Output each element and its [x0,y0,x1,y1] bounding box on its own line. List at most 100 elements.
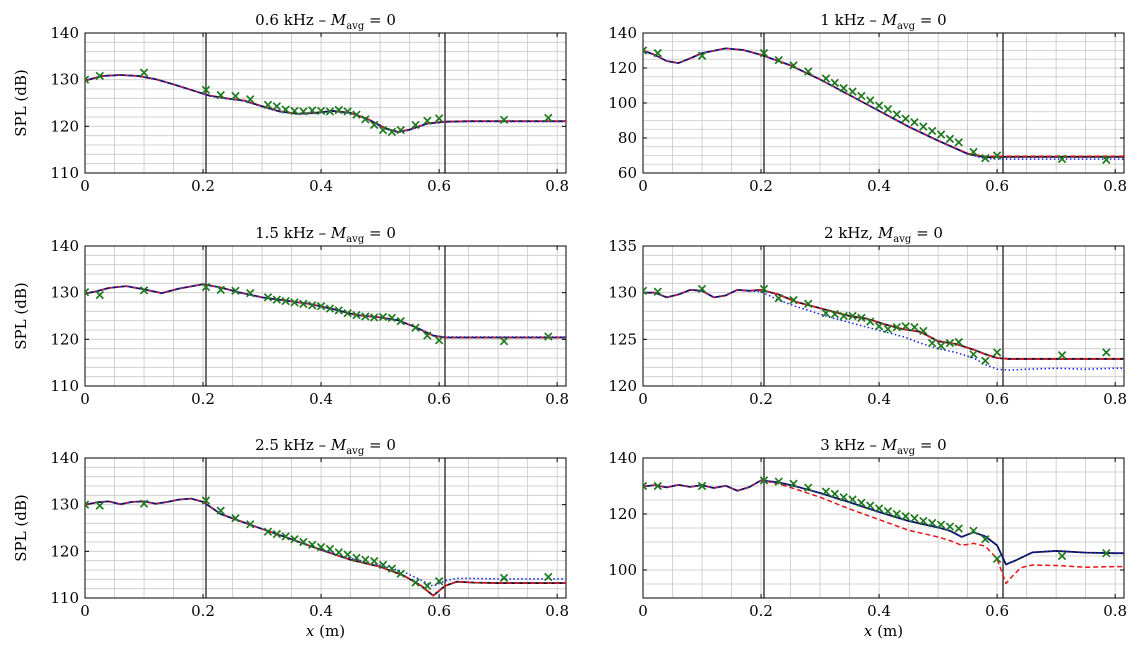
series-line-blue-dotted [85,497,566,588]
y-tick-label: 110 [50,589,79,607]
data-marker [308,540,317,550]
x-tick-label: 0 [638,390,648,408]
data-marker [434,114,444,123]
grid [84,32,566,174]
data-marker [919,516,928,526]
data-marker [936,520,946,529]
data-marker [992,348,1002,357]
data-marker [910,118,919,127]
data-marker [85,500,90,509]
data-marker [1102,348,1111,357]
data-marker [308,301,317,310]
data-marker [246,520,255,529]
data-marker [434,336,444,345]
data-marker [299,537,308,547]
grid [642,32,1124,174]
data-marker [216,90,225,100]
data-marker [378,125,388,135]
data-marker [334,105,343,115]
data-marker [343,308,352,318]
x-tick-label: 0 [80,602,90,620]
x-tick-label: 0.2 [191,390,215,408]
y-tick-label: 140 [608,24,637,42]
data-marker [910,322,919,332]
x-tick-label: 0.8 [545,177,569,195]
panel-4: 0 0.2 0.4 0.6 0.8 120 125 130 135 2 kHz, Mavg = 0 [608,224,1127,408]
panel-1: 0 0.2 0.4 0.6 0.8 110 120 130 140 0.6 kHz – Mavg … [12,11,569,195]
data-marker [361,555,370,564]
data-marker [954,524,963,533]
data-marker [272,102,282,111]
data-marker [231,286,240,296]
grid [84,245,566,387]
panel-title: 2 kHz, Mavg = 0 [824,224,943,245]
data-marker [139,499,149,508]
data-marker [201,282,211,292]
data-marker [789,61,798,70]
y-axis-label: SPL (dB) [12,282,30,349]
data-marker [839,311,848,321]
series-line-blue-dotted [85,74,566,134]
data-marker [499,115,509,125]
panel-3: 0 0.2 0.4 0.6 0.8 110 120 130 140 1.5 kHz – Mavg … [12,224,569,408]
data-marker [866,317,875,326]
data-marker [653,48,662,58]
data-marker [369,120,379,130]
data-marker [316,301,326,311]
data-marker [216,506,225,515]
x-axis-label: x (m) [864,622,903,640]
data-marker [919,326,928,336]
data-marker [981,356,990,366]
series-line-red-dashed [85,74,566,133]
y-tick-label: 140 [608,449,637,467]
data-marker [352,310,361,320]
data-marker [263,100,273,110]
data-marker [857,313,866,323]
data-marker [839,492,848,502]
data-marker [936,341,946,351]
data-marker [396,569,405,578]
data-marker [821,487,831,496]
panel-title: 2.5 kHz – Mavg = 0 [255,436,396,457]
data-marker [969,350,978,359]
y-tick-label: 140 [50,449,79,467]
data-marker [892,110,901,119]
data-marker [643,286,648,296]
y-tick-label: 135 [608,237,637,255]
data-marker [697,51,707,60]
data-marker [992,554,1002,564]
data-marker [927,126,937,136]
data-marker [927,338,937,348]
x-tick-label: 0.6 [427,390,451,408]
data-marker [981,534,990,544]
data-marker [874,101,884,110]
data-marker [643,46,648,55]
y-tick-label: 110 [50,164,79,182]
data-marker [411,578,420,587]
data-marker [499,573,509,583]
data-marker [653,287,662,296]
data-marker [848,311,857,321]
x-tick-label: 0 [638,602,648,620]
data-marker [387,127,397,137]
data-marker [945,338,955,348]
axes-frame [642,457,1125,599]
x-tick-label: 0 [80,390,90,408]
data-marker [653,481,662,491]
x-tick-label: 0.4 [867,177,891,195]
x-tick-label: 0.4 [867,602,891,620]
data-marker [316,542,326,552]
data-marker [272,529,282,539]
x-tick-label: 0.6 [985,390,1009,408]
x-tick-label: 0.8 [1103,390,1127,408]
y-tick-label: 80 [618,129,637,147]
data-marker [901,114,910,123]
y-tick-label: 130 [608,284,637,302]
data-marker [411,120,420,130]
data-marker [263,527,273,536]
data-marker [325,107,335,116]
series-line-red-dashed [643,479,1124,585]
y-tick-label: 120 [50,542,79,560]
x-tick-label: 0.6 [985,177,1009,195]
data-marker [759,476,769,485]
